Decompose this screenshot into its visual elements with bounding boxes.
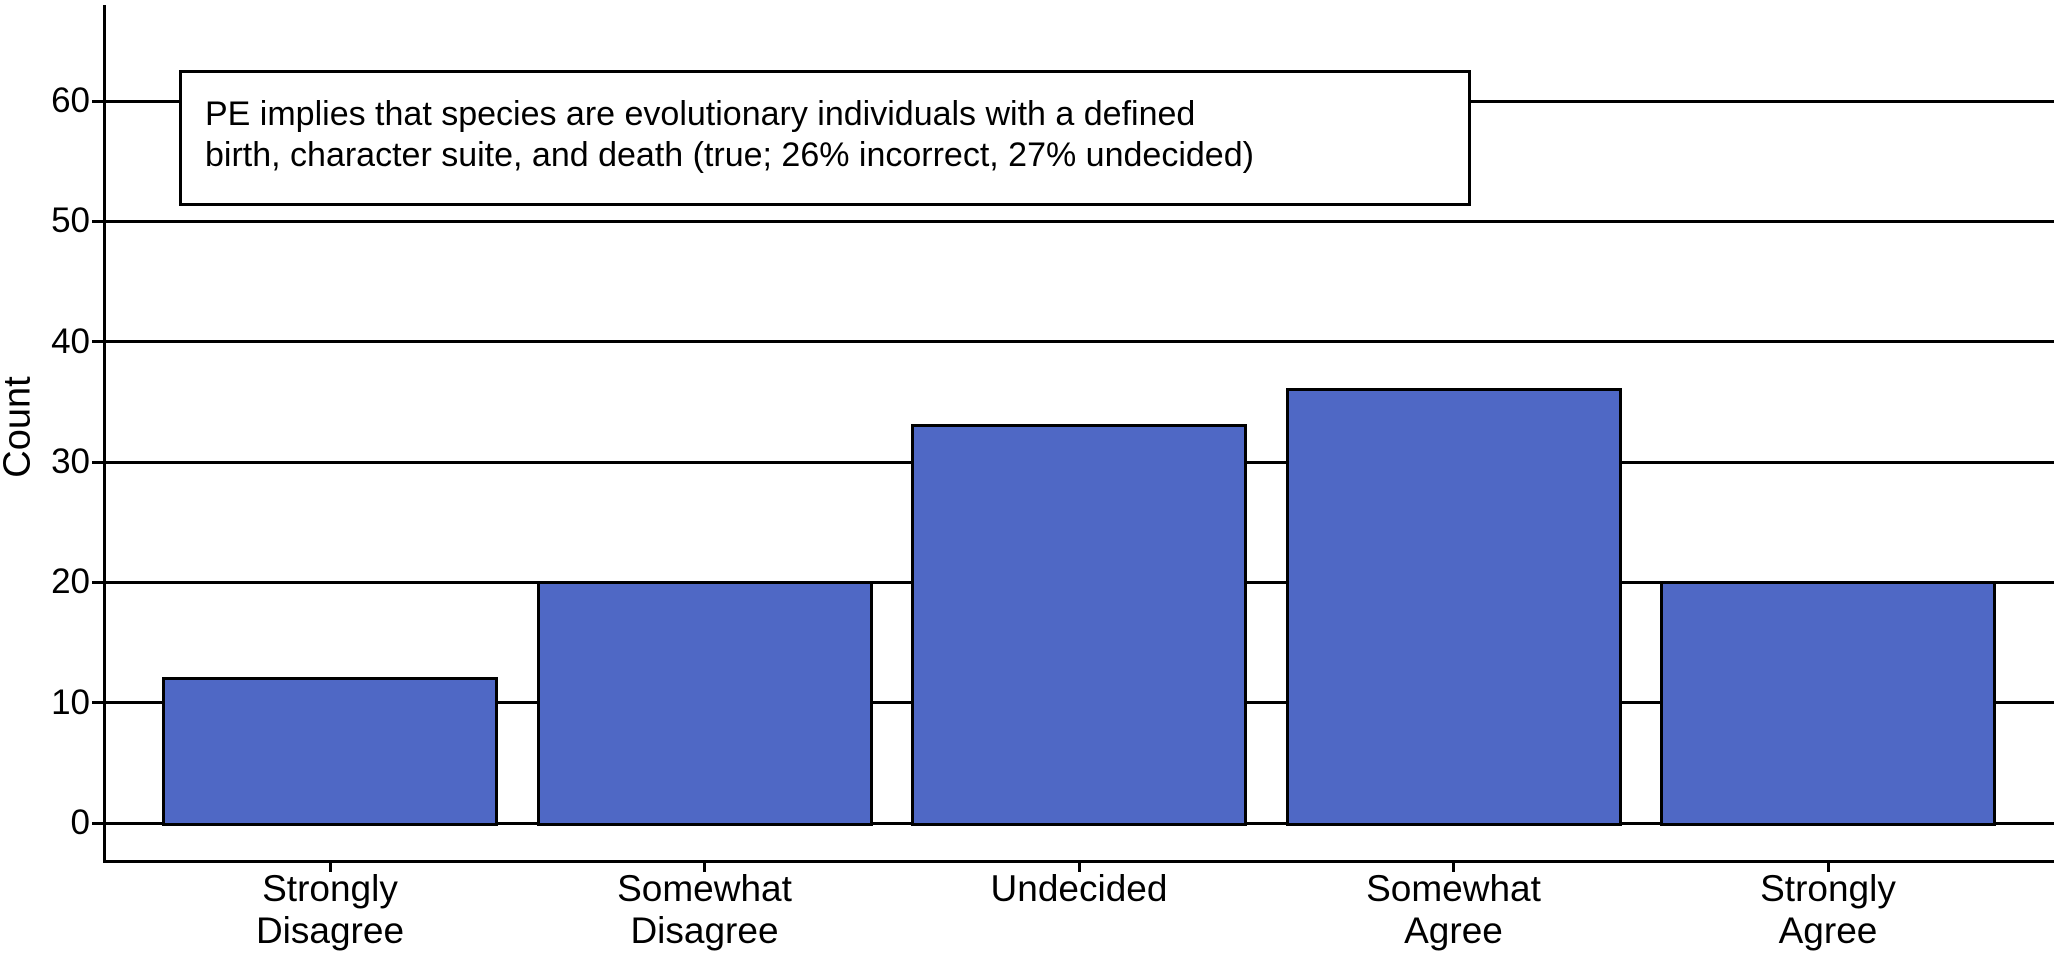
x-axis-tick-4	[1452, 860, 1455, 872]
bar-somewhat-agree	[1285, 388, 1622, 826]
annotation-text-line-2: birth, character suite, and death (true;…	[205, 136, 1254, 174]
gridline-y-50	[105, 219, 2054, 223]
gridline-y-40	[105, 340, 2054, 344]
bar-somewhat-disagree	[536, 580, 873, 826]
y-tick-label-40: 40	[51, 321, 90, 361]
y-tick-label-60: 60	[51, 81, 90, 120]
x-axis-tick-5	[1826, 860, 1830, 872]
bar-strongly-disagree	[162, 677, 498, 826]
x-category-label-5: Strongly Agree	[1760, 868, 1896, 951]
x-category-label-4: Somewhat Agree	[1366, 868, 1541, 951]
y-axis-tick-40	[92, 340, 105, 344]
y-tick-label-0: 0	[70, 803, 90, 842]
x-category-label-1: Strongly Disagree	[255, 868, 405, 951]
annotation-box: PE implies that species are evolutionary…	[179, 70, 1471, 206]
y-axis-spine	[103, 5, 106, 863]
y-tick-label-20: 20	[51, 562, 90, 602]
y-axis-tick-50	[92, 219, 105, 223]
y-axis-tick-60	[92, 99, 105, 103]
x-axis-tick-3	[1077, 860, 1081, 872]
x-category-label-2: Somewhat Disagree	[617, 868, 792, 951]
x-axis-tick-1	[328, 860, 332, 872]
y-axis-tick-0	[92, 821, 105, 825]
y-tick-label-30: 30	[51, 442, 90, 481]
y-axis-tick-10	[92, 701, 105, 705]
annotation-text-line-1: PE implies that species are evolutionary…	[205, 95, 1196, 133]
y-tick-label-50: 50	[51, 201, 90, 241]
x-category-label-3: Undecided	[990, 868, 1168, 909]
bar-strongly-agree	[1660, 580, 1996, 826]
y-tick-label-10: 10	[51, 682, 90, 722]
x-axis-tick-2	[703, 860, 706, 872]
bar-undecided	[911, 424, 1247, 826]
y-axis-tick-20	[92, 580, 105, 584]
y-axis-tick-30	[92, 460, 105, 464]
